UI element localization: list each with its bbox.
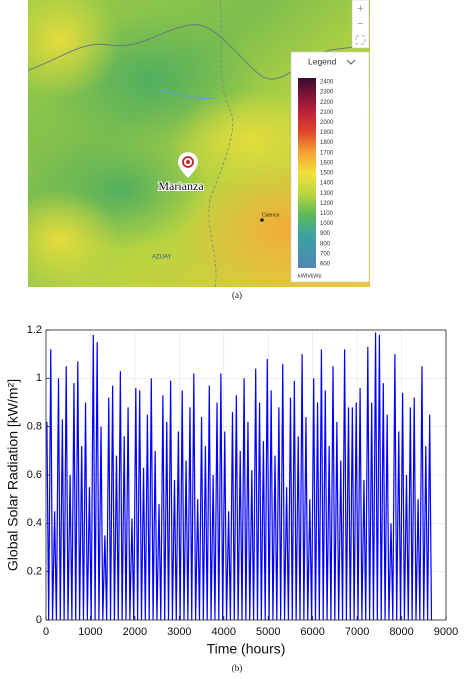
x-tick-label: 3000 [167,626,191,638]
legend-label: 1200 [320,201,334,207]
zoom-in[interactable]: + [357,3,363,15]
x-axis-label: Time (hours) [207,641,286,657]
map-shade [28,190,120,287]
x-tick-label: 4000 [212,626,236,638]
y-axis-label: Global Solar Radiation [kW/m²] [5,379,21,571]
legend-label: 1000 [320,221,334,227]
legend-label: 2000 [320,120,334,126]
series-line [46,332,433,621]
border [28,24,370,80]
place-label: Marianza [158,179,204,193]
border [208,0,234,287]
caption: (b) [232,663,243,673]
axes: 0 0.2 0.4 0.6 0.8 1 1.2 0 1000 2000 3000 4000 5000 60… [27,324,459,638]
legend-label: 2300 [320,90,334,96]
y-tick-label: 0 [36,614,42,626]
caption: (a) [232,290,242,300]
y-tick-label: 0.2 [27,566,42,578]
y-tick-label: 0.8 [27,421,42,433]
y-tick-label: 1 [36,372,42,384]
x-tick-label: 7000 [345,626,369,638]
legend-label: 900 [320,231,331,237]
x-tick-label: 6000 [300,626,324,638]
legend-label: 2200 [320,100,334,106]
x-tick-label: 8000 [389,626,413,638]
legend-label: 2100 [320,110,334,116]
y-tick-label: 1.2 [27,324,42,336]
legend-label: 1800 [320,140,334,146]
x-tick-label: 5000 [256,626,280,638]
legend-label: 2400 [320,80,334,86]
region-label: AZUAY [152,255,172,261]
pin [177,151,199,179]
legend-label: 1300 [320,191,334,197]
legend: Legend kWh/kWp 2400 2300 2200 2100 2000 1900 1… [290,51,370,283]
x-tick-label: 1000 [78,626,102,638]
legend-label: 800 [320,241,331,247]
legend-label: 700 [320,251,331,257]
fullscreen[interactable] [355,35,366,45]
x-tick-label: 2000 [123,626,147,638]
legend-label: 1900 [320,130,334,136]
plot [46,332,433,621]
legend-label: 1600 [320,160,334,166]
zoom-out[interactable]: − [357,18,363,30]
colorbar [298,78,316,268]
legend-toggle[interactable] [346,59,356,65]
river [159,89,216,100]
legend-label: 1700 [320,150,334,156]
city-label: Cuenca [262,212,279,218]
legend-label: 600 [320,262,331,268]
legend-label: 1100 [320,211,334,217]
y-tick-label: 0.4 [27,517,42,529]
pin-target [186,160,190,164]
legend-label: 1500 [320,171,334,177]
pin-target [182,156,194,168]
city-dot [260,218,264,222]
x-tick-label: 0 [43,626,49,638]
legend-title: Legend [308,56,337,66]
legend-unit: kWh/kWp [298,273,322,279]
y-tick-label: 0.6 [27,469,42,481]
x-tick-label: 9000 [434,626,458,638]
legend-label: 1400 [320,181,334,187]
